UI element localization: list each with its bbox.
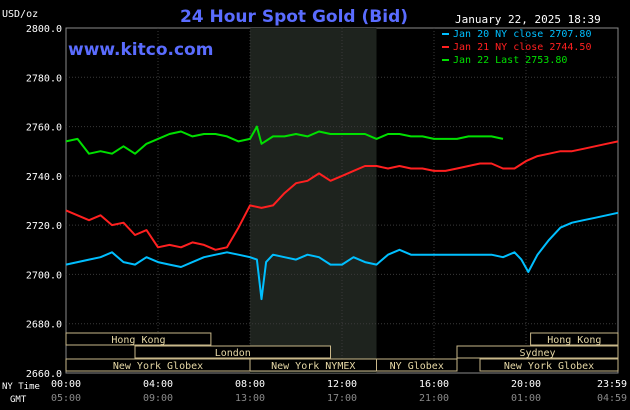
session-label-2: London [215,348,251,359]
session-box-1 [530,332,619,346]
price-series [65,125,619,301]
session-label-5: New York NYMEX [271,361,355,372]
x-tick-gmt-0: 05:00 [51,393,81,404]
shaded-region [250,28,377,373]
grid-lines [66,28,618,373]
trading-sessions: Hong Kong Hong Kong London Sydney New York G… [65,332,619,372]
x-tick-ny-1: 04:00 [143,379,173,390]
legend-entry-1: Jan 21 NY close 2744.50 [453,42,591,53]
x-axis: 00:00 04:00 08:00 12:00 16:00 20:00 23:59 05:00… [51,379,627,404]
y-tick-label-7: 2660.0 [26,369,62,380]
y-tick-label-4: 2720.0 [26,221,62,232]
x-tick-ny-4: 16:00 [419,379,449,390]
x-tick-gmt-4: 21:00 [419,393,449,404]
session-box-6 [376,358,458,372]
chart-title: 24 Hour Spot Gold (Bid) [180,7,408,27]
series-line-1 [65,140,619,251]
y-tick-label-2: 2760.0 [26,123,62,134]
session-label-7: New York Globex [504,361,594,372]
x-tick-gmt-6: 04:59 [597,393,627,404]
x-tick-ny-2: 08:00 [235,379,265,390]
series-line-2 [65,125,504,155]
legend-entry-0: Jan 20 NY close 2707.80 [453,29,591,40]
x-row-label-ny: NY Time [2,382,40,392]
session-label-3: Sydney [519,348,555,359]
session-label-0: Hong Kong [111,335,165,346]
x-tick-gmt-3: 17:00 [327,393,357,404]
y-tick-label-0: 2800.0 [26,24,62,35]
y-tick-label-3: 2740.0 [26,172,62,183]
x-tick-ny-0: 00:00 [51,379,81,390]
x-tick-ny-5: 20:00 [511,379,541,390]
series-line-0 [65,211,619,301]
timestamp: January 22, 2025 18:39 [455,13,601,26]
watermark: www.kitco.com [68,40,213,60]
unit-label: USD/oz [2,9,38,20]
nymex-shaded-region [250,28,377,373]
session-label-4: New York Globex [113,361,203,372]
x-tick-ny-3: 12:00 [327,379,357,390]
session-label-6: NY Globex [390,361,444,372]
y-tick-label-5: 2700.0 [26,270,62,281]
session-box-0 [65,332,212,346]
y-axis: 2800.0 2780.0 2760.0 2740.0 2720.0 2700.0 2680… [26,24,62,380]
x-tick-gmt-5: 01:00 [511,393,541,404]
y-tick-label-6: 2680.0 [26,320,62,331]
x-row-label-gmt: GMT [10,395,27,405]
legend: Jan 20 NY close 2707.80 Jan 21 NY close 2… [442,29,591,66]
legend-entry-2: Jan 22 Last 2753.80 [453,55,567,66]
session-box-7 [479,358,619,372]
session-box-2 [134,345,331,359]
x-tick-gmt-2: 13:00 [235,393,265,404]
y-tick-label-1: 2780.0 [26,73,62,84]
x-tick-ny-6: 23:59 [597,379,627,390]
session-box-3 [456,345,619,359]
x-tick-gmt-1: 09:00 [143,393,173,404]
session-label-1: Hong Kong [547,335,601,346]
